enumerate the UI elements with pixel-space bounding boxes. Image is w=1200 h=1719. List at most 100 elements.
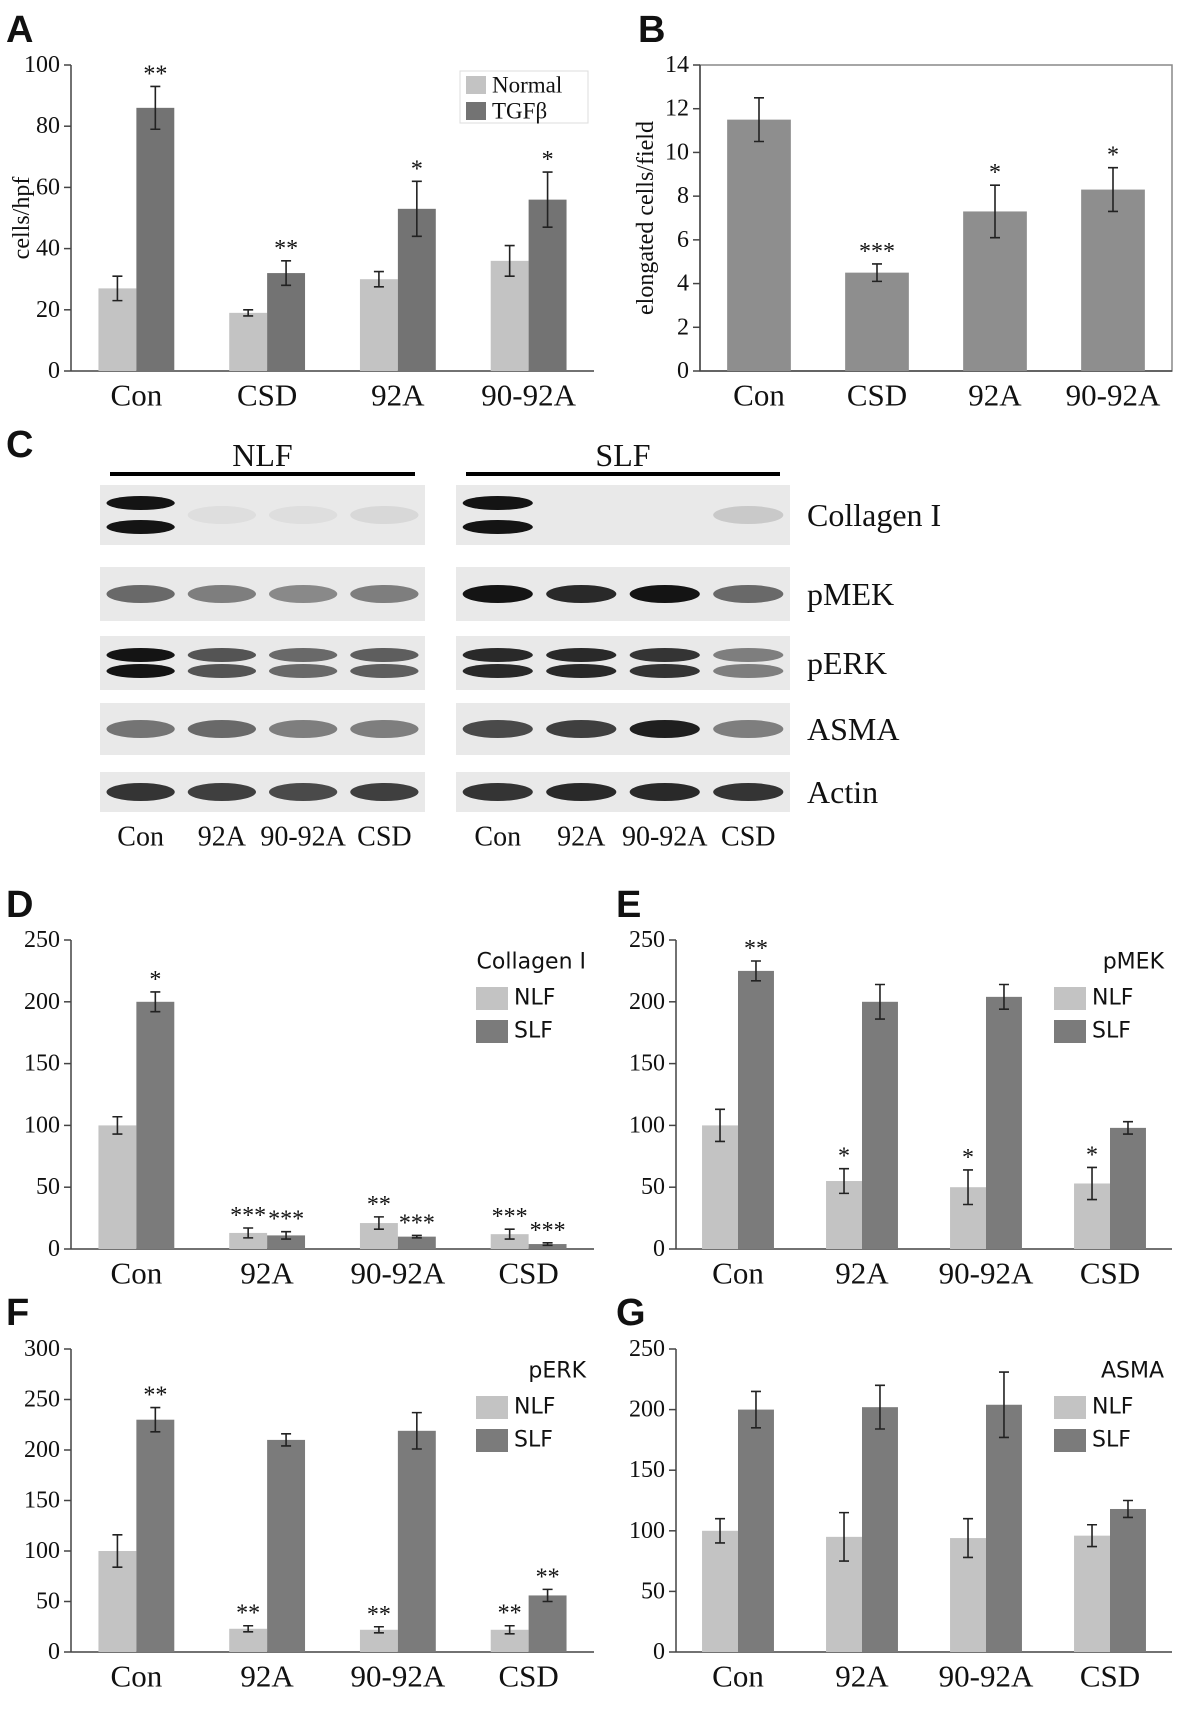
- bar: [528, 1595, 567, 1652]
- bar: [986, 1404, 1022, 1652]
- error-bar: [750, 960, 761, 982]
- y-tick-label: 0: [48, 1236, 60, 1262]
- lane-label: Con: [474, 822, 521, 853]
- lane-label: CSD: [721, 822, 775, 853]
- significance: *: [1086, 1142, 1098, 1168]
- error-bar: [504, 1228, 515, 1240]
- blot-band: [269, 783, 338, 801]
- bar: [1110, 1127, 1146, 1249]
- error-bar: [281, 260, 292, 287]
- error-bar: [542, 1588, 553, 1603]
- error-bar: [1122, 1120, 1133, 1135]
- blot-band: [106, 648, 175, 662]
- bar: [490, 260, 529, 371]
- y-axis-label: cells/hpf: [9, 177, 35, 260]
- x-tick-label: 92A: [371, 378, 425, 413]
- x-tick-label: Con: [111, 1256, 163, 1291]
- x-tick-label: CSD: [237, 378, 297, 413]
- y-tick-label: 4: [677, 271, 689, 297]
- legend-label: Normal: [492, 73, 562, 98]
- y-tick-label: 150: [629, 1457, 665, 1483]
- y-axis-label: elongated cells/field: [633, 121, 659, 315]
- x-tick-label: CSD: [847, 378, 907, 413]
- significance: *: [838, 1144, 850, 1170]
- bar: [267, 1235, 306, 1249]
- error-bar: [963, 1169, 974, 1206]
- legend-label: TGFβ: [492, 99, 547, 124]
- y-tick-label: 40: [36, 236, 60, 262]
- error-bar: [872, 263, 882, 283]
- x-tick-label: Con: [712, 1256, 764, 1291]
- x-tick-label: 92A: [240, 1256, 294, 1291]
- blot-band: [546, 506, 616, 524]
- y-tick-label: 100: [629, 1112, 665, 1138]
- error-bar: [998, 1371, 1009, 1439]
- error-bar: [1087, 1166, 1098, 1201]
- blot-strip: [456, 485, 790, 545]
- lane-label: Con: [117, 822, 164, 853]
- blot-band: [106, 664, 175, 678]
- bar: [490, 1234, 529, 1249]
- x-tick-label: 90-92A: [351, 1659, 446, 1694]
- blot-band: [350, 648, 419, 662]
- panel-label: F: [6, 1292, 29, 1334]
- significance: *: [989, 160, 1001, 186]
- panel-label: C: [6, 424, 33, 466]
- blot-band: [713, 664, 784, 678]
- bar: [229, 1628, 268, 1652]
- blot-band: [106, 520, 175, 534]
- lane-label: 90-92A: [622, 822, 708, 853]
- bar: [862, 1001, 898, 1249]
- error-bar: [243, 1624, 254, 1633]
- significance: **: [498, 1601, 522, 1627]
- blot-band: [106, 585, 175, 603]
- group-label: SLF: [595, 437, 650, 473]
- significance: ***: [492, 1204, 528, 1230]
- error-bar: [1122, 1499, 1133, 1519]
- error-bar: [411, 1411, 422, 1450]
- blot-band: [106, 720, 175, 738]
- error-bar: [150, 85, 161, 131]
- error-bar: [504, 244, 515, 277]
- x-tick-label: 90-92A: [939, 1256, 1034, 1291]
- y-tick-label: 12: [665, 96, 689, 122]
- bar: [267, 1439, 306, 1652]
- panel-label: A: [6, 9, 33, 51]
- legend-swatch: [1054, 1396, 1086, 1419]
- y-tick-label: 100: [24, 1112, 60, 1138]
- blot-band: [187, 585, 256, 603]
- blot-band: [106, 496, 175, 510]
- x-tick-label: Con: [111, 1659, 163, 1694]
- bar: [727, 119, 791, 372]
- y-tick-label: 250: [24, 927, 60, 953]
- legend-label: SLF: [514, 1019, 553, 1044]
- significance: ***: [399, 1210, 435, 1236]
- blot-band: [462, 664, 533, 678]
- error-bar: [542, 171, 553, 228]
- y-tick-label: 100: [629, 1518, 665, 1544]
- y-tick-label: 20: [36, 297, 60, 323]
- blot-band: [629, 585, 700, 603]
- lane-label: CSD: [357, 822, 411, 853]
- blot-band: [350, 506, 419, 524]
- y-tick-label: 0: [48, 358, 60, 384]
- blot-band: [546, 720, 617, 738]
- blot-band: [106, 783, 175, 801]
- blot-band: [462, 648, 533, 662]
- bar: [702, 1125, 738, 1249]
- bar: [359, 279, 398, 371]
- significance: *: [542, 147, 554, 173]
- legend-swatch: [1054, 1020, 1086, 1043]
- bar: [98, 288, 137, 371]
- y-tick-label: 50: [36, 1589, 60, 1615]
- bar: [738, 1409, 774, 1652]
- legend-swatch: [476, 1020, 508, 1043]
- bar: [738, 970, 774, 1249]
- blot-band: [713, 783, 784, 801]
- blot-band: [187, 783, 256, 801]
- x-tick-label: 90-92A: [351, 1256, 446, 1291]
- significance: **: [143, 1383, 167, 1409]
- error-bar: [112, 1534, 123, 1568]
- panel-label: G: [616, 1292, 646, 1334]
- blot-band: [546, 648, 617, 662]
